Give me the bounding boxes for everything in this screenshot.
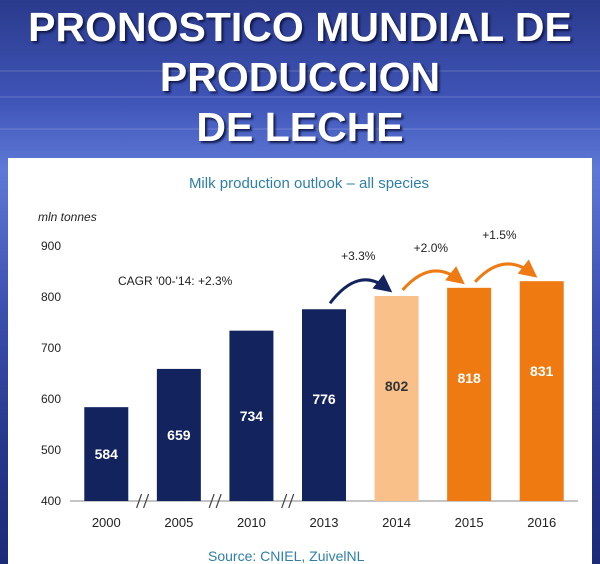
growth-label: +3.3% (341, 249, 376, 263)
chart-panel: Milk production outlook – all species ml… (8, 158, 592, 564)
bar-value-label: 734 (240, 408, 264, 424)
growth-label: +2.0% (414, 241, 449, 255)
growth-arrow (328, 274, 393, 305)
growth-arrow (474, 259, 538, 283)
bar-value-label: 818 (457, 370, 481, 386)
cagr-annotation: CAGR '00-'14: +2.3% (118, 274, 233, 288)
y-tick-label: 800 (41, 290, 61, 304)
slide-title: PRONOSTICO MUNDIAL DE PRODUCCION DE LECH… (0, 0, 600, 160)
bar-value-label: 831 (530, 363, 554, 379)
axis-break-mark (143, 493, 150, 509)
bar-2005 (156, 368, 201, 501)
axis-break-mark (288, 493, 295, 509)
bar-value-label: 584 (95, 446, 119, 462)
bar-2015 (447, 287, 492, 501)
bar-value-label: 802 (385, 378, 409, 394)
growth-label: +1.5% (482, 228, 517, 242)
x-tick-label: 2005 (164, 515, 193, 530)
x-tick-label: 2010 (237, 515, 266, 530)
x-tick-label: 2015 (455, 515, 484, 530)
slide-title-line-3: DE LECHE (196, 104, 404, 150)
y-axis-label: mln tonnes (38, 210, 97, 224)
x-tick-label: 2000 (92, 515, 121, 530)
axis-break-mark (136, 493, 143, 509)
y-tick-label: 700 (41, 341, 61, 355)
slide-title-line-2: PRODUCCION (159, 54, 441, 100)
slide-title-line-1: PRONOSTICO MUNDIAL DE (28, 4, 572, 50)
bar-2013 (302, 309, 346, 501)
axis-break-mark (215, 493, 222, 509)
axis-break-mark (281, 493, 288, 509)
bar-2016 (519, 281, 564, 501)
x-tick-label: 2014 (382, 515, 411, 530)
y-tick-label: 400 (41, 494, 61, 508)
x-tick-label: 2016 (527, 515, 556, 530)
bar-value-label: 659 (167, 427, 191, 443)
bar-2000 (84, 407, 129, 501)
chart-title: Milk production outlook – all species (189, 175, 429, 192)
y-tick-label: 600 (41, 392, 61, 406)
bar-value-label: 776 (312, 391, 336, 407)
axis-break-mark (208, 493, 215, 509)
bar-2014 (374, 295, 419, 501)
x-tick-label: 2013 (310, 515, 339, 530)
chart-source: Source: CNIEL, ZuivelNL (208, 548, 365, 564)
milk-production-chart: Milk production outlook – all species ml… (38, 175, 578, 564)
y-tick-label: 900 (41, 239, 61, 253)
y-tick-label: 500 (41, 443, 61, 457)
bar-2010 (229, 330, 274, 501)
growth-arrow (401, 266, 465, 291)
